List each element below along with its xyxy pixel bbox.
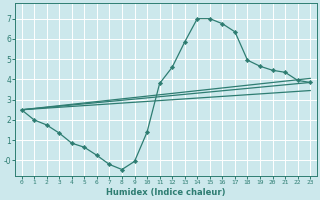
X-axis label: Humidex (Indice chaleur): Humidex (Indice chaleur) [106, 188, 226, 197]
